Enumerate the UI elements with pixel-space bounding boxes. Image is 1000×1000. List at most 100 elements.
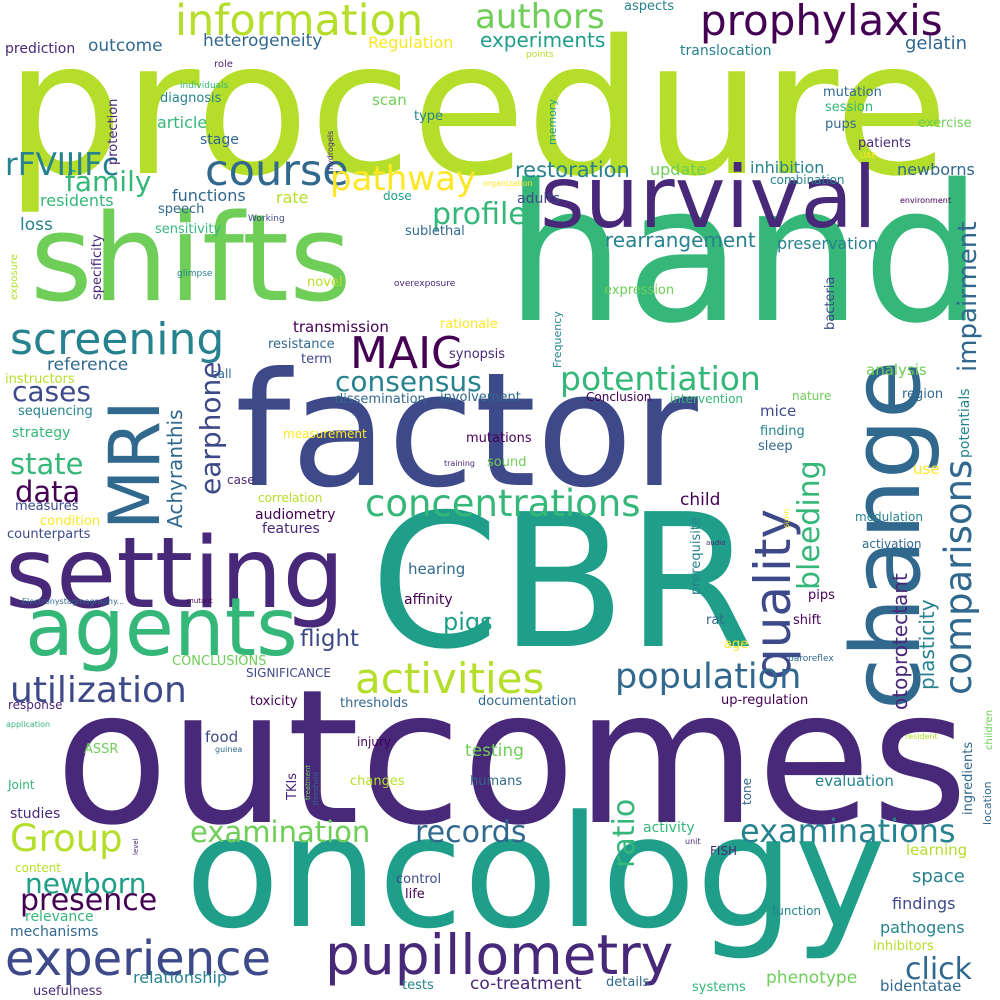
word-loss: loss (20, 215, 53, 235)
word-pupillometry: pupillometry (325, 923, 674, 987)
word-gelatin: gelatin (905, 33, 967, 54)
word-information: information (175, 0, 424, 46)
word-mri: MRI (94, 400, 176, 530)
word-conclusion: Conclusion (586, 390, 652, 404)
word-co-treatment: co-treatment (470, 974, 582, 994)
word-uae: UAE (860, 151, 877, 160)
word-reference: reference (47, 355, 129, 375)
word-prediction: prediction (5, 41, 76, 57)
word-resident: resident (905, 732, 938, 741)
word-assr: ASSR (84, 742, 119, 757)
word-tone: tone (740, 777, 754, 805)
word-novel: novel (307, 275, 343, 290)
word-training: training (444, 459, 475, 468)
word-environment: environment (900, 196, 951, 205)
word-course: course (205, 146, 349, 196)
word-studies: studies (10, 806, 61, 822)
word-stage: stage (200, 132, 239, 148)
word-records: records (415, 815, 527, 850)
word-examination: examination (190, 815, 371, 849)
word-inhibition: inhibition (750, 158, 825, 177)
word-update: update (650, 160, 707, 179)
word-session: session (825, 100, 874, 115)
word-learning: learning (906, 841, 968, 859)
word-consensus: consensus (335, 365, 482, 398)
word-exercise: exercise (918, 116, 972, 131)
word-mice: mice (760, 402, 797, 420)
word-rat: rat (706, 613, 725, 628)
word-sunn: sunn (782, 508, 791, 528)
word-inhibitors: inhibitors (873, 939, 934, 954)
word-conclusions: CONCLUSIONS (172, 654, 267, 669)
word-rate: rate (276, 188, 309, 207)
word-achyranthis: Achyranthis (163, 409, 187, 529)
word-nature: nature (792, 389, 832, 403)
word-experiments: experiments (480, 28, 606, 52)
word-age: age (724, 637, 749, 652)
word-impairment: impairment (953, 221, 983, 372)
word-restoration: restoration (515, 158, 630, 182)
word-mechanisms: mechanisms (10, 924, 99, 940)
word-rfviiifc: rFVIIIFc (5, 147, 120, 183)
word-rationale: rationale (440, 317, 498, 332)
word-finding: finding (760, 424, 805, 439)
word-life: life (405, 887, 425, 902)
word-protection: protection (106, 98, 121, 165)
word-functions: functions (172, 186, 246, 205)
word-pips: pips (808, 588, 835, 603)
word-tkis: TKIs (285, 772, 300, 800)
word-thresholds: thresholds (340, 696, 408, 711)
word-scan: scan (372, 91, 407, 109)
word-otoprotectant: otoprotectant (888, 573, 912, 710)
word-ingredients: ingredients (961, 741, 976, 815)
word-phenotype: phenotype (766, 968, 858, 988)
word-affinity: affinity (404, 592, 453, 608)
word-changes: changes (350, 774, 405, 789)
word-term: term (301, 352, 332, 367)
word-mutations: mutations (466, 431, 532, 446)
word-space: space (912, 866, 965, 887)
word-hand: hand (505, 144, 983, 365)
word-activities: activities (355, 654, 545, 703)
word-control: control (396, 872, 442, 887)
word-combination: combination (770, 173, 845, 187)
word-food: food (205, 728, 239, 746)
word-evaluation: evaluation (815, 772, 894, 790)
word-diagnosis: diagnosis (160, 91, 222, 106)
word-location: location (981, 781, 994, 825)
word-audiometry: audiometry (255, 507, 336, 523)
word-children: children (984, 709, 995, 750)
word-individuals: individuals (180, 81, 229, 91)
word-relevance: relevance (25, 909, 94, 925)
word-authors: authors (475, 0, 605, 37)
word-usefulness: usefulness (33, 984, 103, 999)
word-threshold: threshold (312, 772, 320, 805)
word-tests: tests (402, 978, 434, 993)
word-adults: adults (517, 191, 561, 207)
word-type: type (414, 109, 444, 124)
word-shifts: shifts (30, 190, 352, 329)
word-factor: factor (235, 339, 698, 523)
word-exposure: exposure (9, 254, 20, 300)
word-potentials: potentials (957, 388, 973, 458)
word-data: data (15, 475, 81, 509)
word-fish: FISH (710, 844, 738, 858)
word-memory: memory (546, 99, 559, 145)
word-region: region (902, 387, 944, 402)
word-significance: SIGNIFICANCE (246, 666, 331, 680)
word-examinations: examinations (740, 812, 956, 850)
word-application: application (6, 720, 51, 729)
word-procedure: procedure (5, 0, 949, 217)
word-organization: organization (483, 179, 533, 188)
word-ratio: ratio (607, 798, 642, 868)
word-shift: shift (793, 613, 822, 628)
word-heterogeneity: heterogeneity (203, 31, 323, 51)
word-prophylaxis: prophylaxis (700, 0, 943, 45)
word-joint: Joint (8, 778, 35, 792)
word-details: details (606, 975, 650, 990)
word-comparisons: comparisons (937, 459, 980, 695)
word-bidentatae: bidentatae (880, 977, 962, 995)
word-audio: audio (706, 539, 726, 547)
word-sound: sound (487, 455, 527, 470)
